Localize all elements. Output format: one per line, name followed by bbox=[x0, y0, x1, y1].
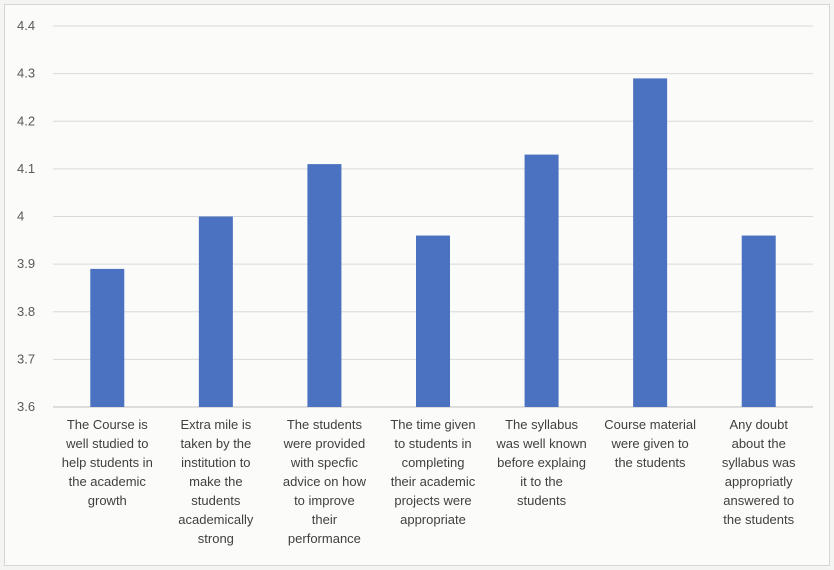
x-category-label: The syllabus was well known before explain… bbox=[495, 417, 586, 508]
chart-area: 3.6 3.7 3.8 3.9 4 4.1 4.2 4.3 4.4 The Course is w… bbox=[4, 4, 830, 566]
bar bbox=[307, 164, 342, 407]
x-category-label: Extra mile is taken by the institution to m… bbox=[178, 417, 254, 546]
x-category-label: Any doubt about the syllabus was appropriat… bbox=[722, 417, 796, 527]
x-category-label: The time given to students in completing th… bbox=[390, 417, 475, 527]
x-category-label: Course material were given to the students bbox=[604, 417, 696, 470]
x-category-label: The students were provided with specfic adv… bbox=[283, 417, 367, 546]
y-tick-label: 3.8 bbox=[17, 304, 35, 319]
y-tick-label: 4.1 bbox=[17, 161, 35, 176]
bar bbox=[741, 235, 776, 407]
bars bbox=[90, 78, 776, 407]
gridlines bbox=[53, 25, 813, 408]
bar bbox=[524, 154, 559, 407]
x-category-label: The Course is well studied to help student… bbox=[62, 417, 153, 508]
y-tick-label: 4 bbox=[17, 209, 24, 224]
bar-chart: 3.6 3.7 3.8 3.9 4 4.1 4.2 4.3 4.4 The Course is w… bbox=[17, 18, 813, 546]
y-tick-label: 4.3 bbox=[17, 66, 35, 81]
y-tick-label: 3.6 bbox=[17, 399, 35, 414]
bar bbox=[198, 216, 233, 407]
y-axis-ticks: 3.6 3.7 3.8 3.9 4 4.1 4.2 4.3 4.4 bbox=[17, 18, 35, 414]
y-tick-label: 3.9 bbox=[17, 256, 35, 271]
y-tick-label: 4.4 bbox=[17, 18, 35, 33]
bar bbox=[90, 268, 125, 407]
y-tick-label: 3.7 bbox=[17, 351, 35, 366]
bar bbox=[416, 235, 450, 407]
y-tick-label: 4.2 bbox=[17, 113, 35, 128]
bar bbox=[633, 78, 668, 407]
x-axis-categories: The Course is well studied to help student… bbox=[62, 417, 796, 546]
